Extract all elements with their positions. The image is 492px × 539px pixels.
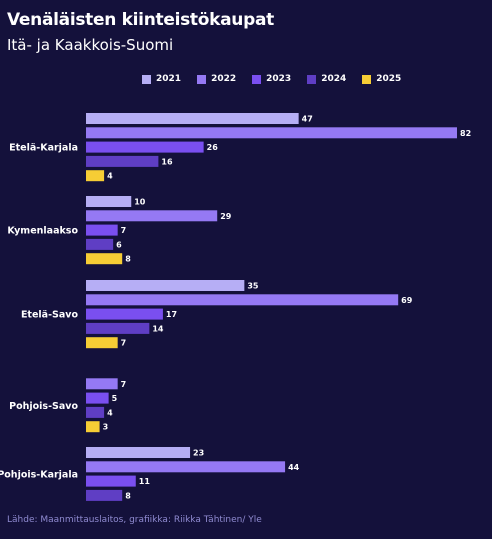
bar-etel-karjala-2025 — [86, 170, 105, 182]
legend-item-2021: 2021 — [142, 74, 181, 84]
data-label: 11 — [139, 477, 151, 486]
bar-pohjois-savo-2025 — [86, 421, 100, 433]
chart-legend: 2021 2022 2023 2024 2025 — [142, 74, 401, 84]
bar-pohjois-savo-2024 — [86, 406, 105, 418]
legend-label: 2025 — [376, 74, 402, 84]
bar-etel-karjala-2022 — [86, 127, 457, 139]
legend-label: 2021 — [156, 74, 182, 84]
legend-item-2022: 2022 — [197, 74, 236, 84]
data-label: 16 — [161, 157, 173, 166]
legend-item-2025: 2025 — [362, 74, 401, 84]
category-label: Etelä-Savo — [21, 310, 79, 321]
data-label: 4 — [107, 172, 113, 181]
legend-label: 2024 — [321, 74, 347, 84]
data-label: 10 — [134, 198, 146, 207]
data-label: 8 — [125, 491, 131, 500]
source-credit: Lähde: Maanmittauslaitos, grafiikka: Rii… — [7, 515, 262, 525]
bar-kymenlaakso-2022 — [86, 210, 218, 222]
bar-etel-karjala-2021 — [86, 113, 299, 124]
data-label: 7 — [121, 380, 127, 389]
legend-label: 2022 — [211, 74, 237, 84]
bar-etel-savo-2024 — [86, 322, 150, 334]
legend-swatch — [362, 74, 372, 84]
data-label: 14 — [152, 324, 164, 333]
category-label: Pohjois-Karjala — [0, 469, 78, 480]
data-label: 17 — [166, 310, 177, 319]
data-label: 35 — [247, 282, 259, 291]
bar-etel-savo-2022 — [86, 294, 399, 306]
category-label: Kymenlaakso — [7, 226, 78, 237]
legend-swatch — [142, 74, 151, 84]
chart-subtitle: Itä- ja Kaakkois-Suomi — [7, 36, 174, 54]
bar-etel-savo-2023 — [86, 308, 163, 320]
chart-title: Venäläisten kiinteistökaupat — [7, 10, 274, 30]
data-label: 5 — [112, 394, 118, 403]
legend-label: 2023 — [266, 74, 292, 84]
data-label: 23 — [193, 449, 204, 458]
data-label: 4 — [107, 408, 113, 417]
data-label: 82 — [460, 129, 471, 138]
bar-pohjois-karjala-2021 — [86, 447, 191, 458]
bar-etel-savo-2021 — [86, 280, 245, 291]
legend-swatch — [252, 74, 262, 84]
bar-etel-savo-2025 — [86, 337, 118, 349]
bar-pohjois-karjala-2024 — [86, 489, 123, 501]
bar-pohjois-savo-2023 — [86, 392, 109, 404]
data-label: 7 — [121, 226, 127, 235]
data-label: 7 — [121, 339, 127, 348]
bar-kymenlaakso-2023 — [86, 224, 118, 236]
bar-pohjois-karjala-2023 — [86, 475, 136, 487]
category-label: Etelä-Karjala — [9, 143, 78, 154]
data-label: 69 — [401, 296, 413, 305]
legend-item-2024: 2024 — [307, 74, 346, 84]
bar-kymenlaakso-2024 — [86, 238, 114, 250]
bar-pohjois-karjala-2022 — [86, 461, 286, 473]
bar-etel-karjala-2023 — [86, 141, 204, 153]
category-label: Pohjois-Savo — [9, 401, 78, 412]
legend-swatch — [197, 74, 207, 84]
data-label: 29 — [220, 212, 232, 221]
bar-kymenlaakso-2021 — [86, 196, 132, 207]
bar-etel-karjala-2024 — [86, 155, 159, 167]
legend-swatch — [307, 74, 317, 84]
data-label: 3 — [103, 423, 109, 432]
data-label: 26 — [207, 143, 219, 152]
legend-item-2023: 2023 — [252, 74, 291, 84]
data-label: 47 — [302, 115, 313, 124]
data-label: 44 — [288, 463, 300, 472]
data-label: 6 — [116, 240, 122, 249]
data-label: 8 — [125, 255, 131, 264]
bar-kymenlaakso-2025 — [86, 253, 123, 265]
bar-pohjois-savo-2022 — [86, 378, 118, 390]
